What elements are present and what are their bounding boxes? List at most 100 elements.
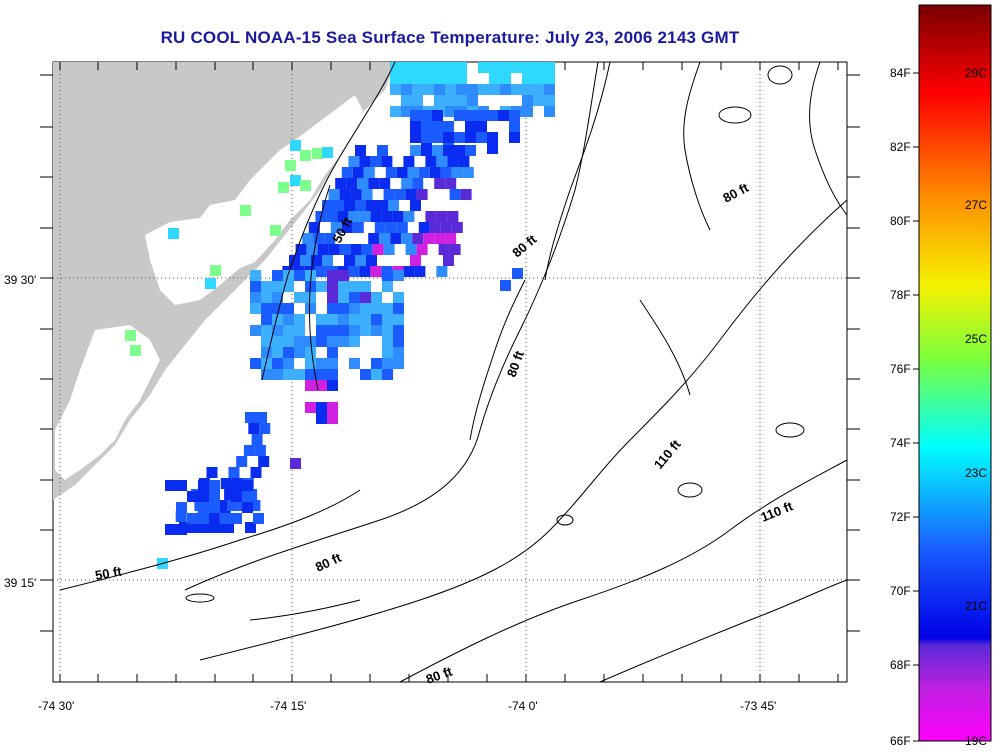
sst-cell [209,480,220,491]
sst-cell [198,491,209,502]
sst-cell [338,292,349,303]
sst-cell [322,200,333,211]
sst-cell [382,270,393,281]
sst-cell [316,369,327,380]
bay-area-south [55,325,160,480]
sst-cell [259,423,271,434]
sst-cell [272,314,283,325]
sst-cell [349,314,360,325]
sst-cell [393,270,404,281]
sst-cell [337,211,349,222]
sst-cell [349,292,360,303]
sst-cell [326,211,338,222]
sst-cell [328,244,340,255]
sst-cell [410,132,421,143]
sst-cell [456,95,467,106]
sst-cell [460,189,472,200]
sst-cell [272,325,283,336]
sst-cell [355,145,366,156]
lat-label: 39 30' [4,273,36,287]
sst-cell [410,200,421,211]
sst-cell [350,189,362,200]
sst-cell [248,423,260,434]
sst-cell [261,369,272,380]
sst-cell [434,73,445,84]
sst-cell [256,412,267,423]
sst-cell [327,336,338,347]
sst-cell [421,145,432,156]
sst-cell [432,110,443,121]
sst-cell [327,303,338,314]
sst-cell [224,489,236,500]
sst-cell [522,84,533,95]
sst-cell [341,222,353,233]
sst-cell [456,84,467,95]
sst-cell [130,345,141,356]
sst-cell [363,167,375,178]
sst-cell [285,160,296,171]
sst-cell [383,244,395,255]
sst-cell [352,167,364,178]
sst-cell [412,233,424,244]
sst-cell [240,205,251,216]
sst-cell [322,147,333,158]
sst-cell [371,292,382,303]
sst-cell [272,336,283,347]
sst-cell [209,491,220,502]
sst-cell [456,62,467,73]
sst-cell [403,156,415,167]
sst-cell [443,255,454,266]
sst-cell [198,480,209,491]
sst-cell [382,281,393,292]
sst-cell [198,513,209,524]
sst-cell [465,145,476,156]
sst-cell [451,167,463,178]
sst-cell [327,270,338,281]
sst-cell [328,189,340,200]
sst-cell [272,281,283,292]
sst-cell [316,380,327,391]
lon-label: -74 0' [508,699,538,713]
sst-cell [327,358,338,369]
sst-cell [212,522,223,533]
sst-cell [231,513,242,524]
sst-cell [382,325,393,336]
sst-cell [346,178,358,189]
sst-cell [250,303,261,314]
map-title: RU COOL NOAA-15 Sea Surface Temperature:… [160,28,740,47]
sst-cell [371,358,382,369]
sst-cell [533,84,544,95]
sst-cell [283,303,294,314]
sst-cell [236,456,248,467]
sst-cell [250,325,261,336]
sst-cell [487,143,498,154]
lon-label: -74 15' [270,699,306,713]
sst-cell [245,522,256,533]
sst-cell [294,292,305,303]
sst-cell [305,380,316,391]
sst-cell [500,73,511,84]
sst-cell [489,84,500,95]
sst-cell [401,178,413,189]
sst-cell [370,156,382,167]
sst-cell [382,347,393,358]
sst-cell [176,480,187,491]
sst-cell [165,524,176,535]
sst-cell [359,156,371,167]
sst-cell [344,200,355,211]
sst-cell [349,336,360,347]
sst-cell [385,167,397,178]
sst-cell [487,110,498,121]
sst-cell [327,314,338,325]
sst-cell [401,233,413,244]
sst-cell [355,200,366,211]
sst-cell [341,167,353,178]
sst-cell [522,95,533,106]
sst-cell [410,110,421,121]
sst-cell [308,222,320,233]
sst-cell [467,95,478,106]
sst-cell [294,270,305,281]
sst-cell [498,110,509,121]
sst-cell [366,255,377,266]
sst-cell [393,336,404,347]
